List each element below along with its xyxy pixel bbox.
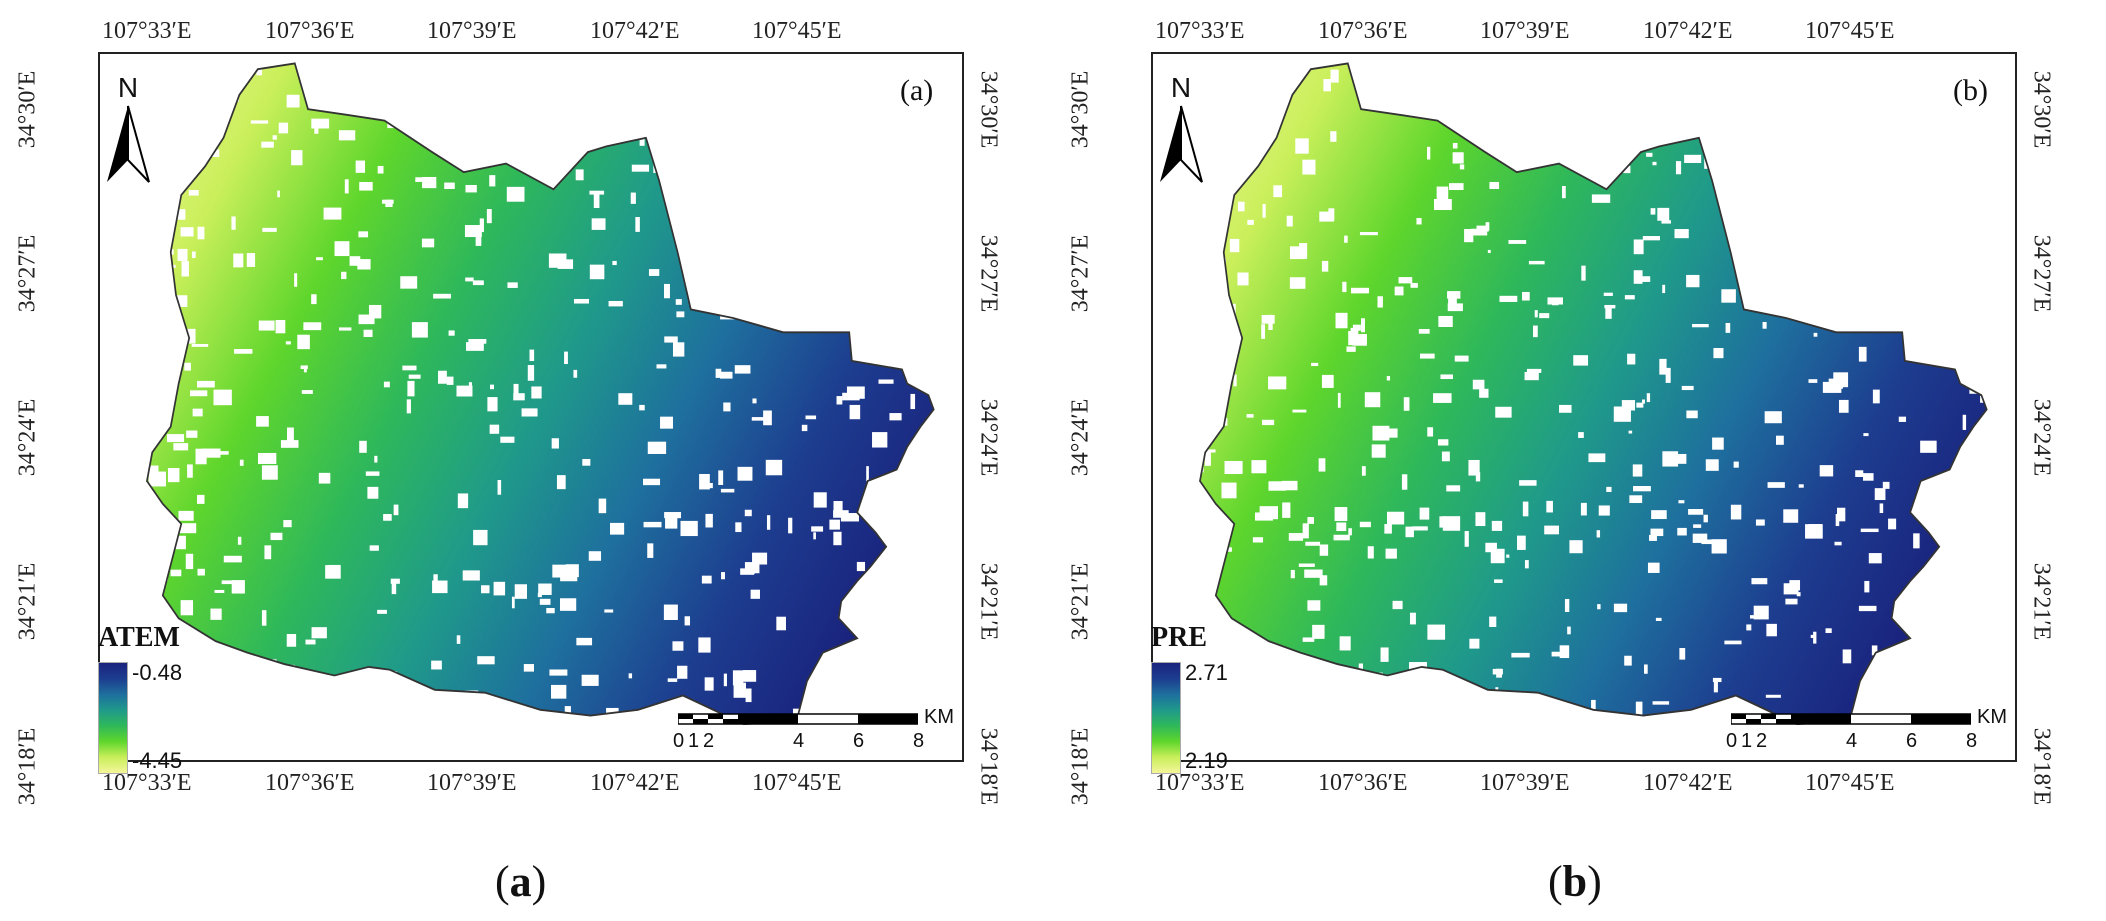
raster-map (1199, 62, 1988, 726)
scale-label: 6 (1906, 730, 1918, 752)
right-latitude-tick: 34°30′E (975, 70, 1002, 149)
scale-label: 6 (853, 730, 865, 752)
scale-bar: 0 1 2 4 6 8 KM (673, 706, 958, 762)
legend: ATEM -0.48 -4.45 (98, 622, 238, 774)
north-arrow-icon: N (98, 72, 158, 189)
left-latitude-tick: 34°27′E (14, 234, 41, 313)
left-latitude-tick: 34°18′E (1067, 727, 1094, 806)
legend-title: ATEM (98, 622, 180, 653)
scale-label: 4 (1846, 730, 1858, 752)
right-latitude-tick: 34°18′E (2028, 727, 2055, 806)
top-longitude-tick: 107°45′E (752, 18, 842, 44)
scale-label: 2 (703, 730, 715, 752)
bottom-longitude-tick: 107°45′E (752, 770, 842, 796)
legend-max-value: 2.71 (1185, 660, 1228, 685)
panel-label: (a) (900, 74, 934, 107)
map-frame (98, 52, 964, 762)
scale-unit: KM (924, 706, 954, 728)
right-latitude-tick: 34°24′E (975, 398, 1002, 477)
scale-label: 0 (1726, 730, 1738, 752)
figure-caption: (a) (495, 856, 546, 907)
right-latitude-tick: 34°27′E (975, 234, 1002, 313)
scale-label: 1 (688, 730, 700, 752)
caption-close: ) (1587, 857, 1602, 906)
scale-unit: KM (1977, 706, 2007, 728)
bottom-longitude-tick: 107°36′E (1318, 770, 1408, 796)
caption-open: ( (495, 857, 510, 906)
top-longitude-tick: 107°36′E (265, 18, 355, 44)
raster-map (146, 62, 935, 726)
bottom-longitude-tick: 107°39′E (427, 770, 517, 796)
caption-letter: a (509, 857, 532, 906)
caption-close: ) (531, 857, 547, 906)
map-frame (1151, 52, 2017, 762)
bottom-longitude-tick: 107°33′E (1155, 770, 1245, 796)
top-longitude-tick: 107°42′E (1643, 18, 1733, 44)
left-latitude-tick: 34°30′E (1067, 70, 1094, 149)
left-latitude-tick: 34°30′E (14, 70, 41, 149)
left-latitude-tick: 34°21′E (1067, 562, 1094, 641)
caption-letter: b (1562, 857, 1588, 906)
right-latitude-tick: 34°24′E (2028, 398, 2055, 477)
scale-label: 4 (793, 730, 805, 752)
north-label: N (117, 72, 139, 103)
right-latitude-tick: 34°21′E (2028, 562, 2055, 641)
bottom-longitude-tick: 107°42′E (590, 770, 680, 796)
left-latitude-tick: 34°18′E (14, 727, 41, 806)
legend-max-value: -0.48 (132, 660, 183, 685)
top-longitude-tick: 107°45′E (1805, 18, 1895, 44)
right-latitude-tick: 34°27′E (2028, 234, 2055, 313)
legend: PRE 2.71 2.19 (1151, 622, 1291, 774)
north-arrow-icon: N (1151, 72, 1211, 189)
scale-bar: 0 1 2 4 6 8 KM (1726, 706, 2011, 762)
top-longitude-tick: 107°33′E (102, 18, 192, 44)
scale-label: 0 (673, 730, 685, 752)
panel-label: (b) (1953, 74, 1988, 107)
region-boundary (1199, 62, 1988, 726)
legend-min-value: -4.45 (132, 748, 183, 773)
legend-color-ramp (98, 662, 128, 774)
scale-label: 8 (1966, 730, 1978, 752)
bottom-longitude-tick: 107°33′E (102, 770, 192, 796)
right-latitude-tick: 34°18′E (975, 727, 1002, 806)
right-latitude-tick: 34°30′E (2028, 70, 2055, 149)
bottom-longitude-tick: 107°39′E (1480, 770, 1570, 796)
bottom-longitude-tick: 107°36′E (265, 770, 355, 796)
map-panel-b: (b) N PRE 2.71 2.19 0 1 2 4 6 8 KM 107°33′E 107°36′E 1… (1053, 0, 2106, 921)
figure-caption: (b) (1548, 856, 1602, 907)
map-panel-a: (a) N ATEM -0.48 -4.45 0 1 2 4 6 8 KM 107°33′E 107°36… (14, 18, 1002, 907)
scale-label: 1 (1741, 730, 1753, 752)
legend-color-ramp (1151, 662, 1181, 774)
bottom-longitude-tick: 107°42′E (1643, 770, 1733, 796)
left-latitude-tick: 34°27′E (1067, 234, 1094, 313)
scale-label: 8 (913, 730, 925, 752)
legend-title: PRE (1151, 622, 1207, 653)
top-longitude-tick: 107°36′E (1318, 18, 1408, 44)
top-longitude-tick: 107°39′E (1480, 18, 1570, 44)
caption-open: ( (1548, 857, 1563, 906)
bottom-longitude-tick: 107°45′E (1805, 770, 1895, 796)
left-latitude-tick: 34°24′E (14, 398, 41, 477)
left-latitude-tick: 34°21′E (14, 562, 41, 641)
right-latitude-tick: 34°21′E (975, 562, 1002, 641)
top-longitude-tick: 107°42′E (590, 18, 680, 44)
region-boundary (146, 62, 935, 726)
scale-label: 2 (1756, 730, 1768, 752)
north-label: N (1170, 72, 1192, 103)
top-longitude-tick: 107°33′E (1155, 18, 1245, 44)
top-longitude-tick: 107°39′E (427, 18, 517, 44)
legend-min-value: 2.19 (1185, 748, 1228, 773)
left-latitude-tick: 34°24′E (1067, 398, 1094, 477)
